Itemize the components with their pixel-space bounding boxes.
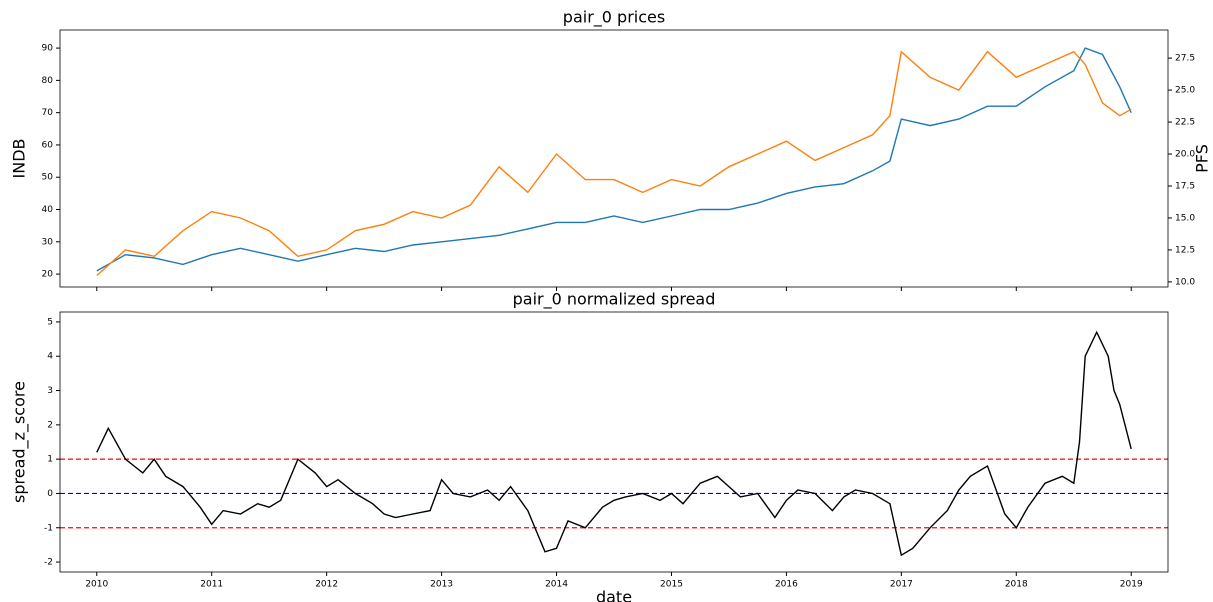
y-tick-label: 70 — [42, 108, 54, 118]
y2-tick-label: 12.5 — [1175, 245, 1195, 255]
x-tick-label: 2014 — [545, 580, 568, 590]
x-tick-label: 2017 — [890, 580, 913, 590]
series-line — [96, 47, 1132, 272]
y-axis-label: INDB — [10, 139, 29, 179]
x-axis-label: date — [596, 588, 632, 602]
x-tick-label: 2013 — [430, 580, 453, 590]
y2-tick-label: 20.0 — [1175, 150, 1195, 160]
y-tick-label: 3 — [47, 386, 53, 396]
series-line — [96, 330, 1132, 557]
plot-frame — [59, 311, 1169, 573]
y-tick-label: 2 — [47, 420, 53, 430]
y-tick-label: 4 — [47, 352, 53, 362]
y2-axis-label: PFS — [1193, 144, 1212, 173]
y2-tick-label: 27.5 — [1175, 54, 1195, 64]
y-tick-label: 40 — [42, 205, 54, 215]
x-tick-label: 2012 — [315, 580, 338, 590]
series-line — [96, 50, 1132, 277]
y-tick-label: 80 — [42, 76, 54, 86]
x-tick-label: 2018 — [1005, 580, 1028, 590]
x-tick-label: 2011 — [200, 580, 223, 590]
chart-title: pair_0 normalized spread — [513, 290, 716, 310]
y-tick-label: -1 — [44, 523, 53, 533]
y-tick-label: 0 — [47, 489, 53, 499]
x-tick-label: 2019 — [1120, 580, 1143, 590]
y2-tick-label: 17.5 — [1175, 181, 1195, 191]
y-tick-label: 60 — [42, 140, 54, 150]
y-tick-label: 20 — [42, 270, 54, 280]
chart-title: pair_0 prices — [563, 8, 665, 28]
x-tick-label: 2016 — [775, 580, 798, 590]
y2-tick-label: 22.5 — [1175, 118, 1195, 128]
x-tick-label: 2010 — [85, 580, 108, 590]
y2-tick-label: 25.0 — [1175, 86, 1195, 96]
x-tick-label: 2015 — [660, 580, 683, 590]
y-tick-label: -2 — [44, 558, 53, 568]
y-tick-label: 50 — [42, 173, 54, 183]
y-axis-label: spread_z_score — [10, 381, 30, 503]
y2-tick-label: 10.0 — [1175, 277, 1195, 287]
y2-tick-label: 15.0 — [1175, 213, 1195, 223]
y-tick-label: 1 — [47, 455, 53, 465]
y-tick-label: 30 — [42, 237, 54, 247]
y-tick-label: 5 — [47, 317, 53, 327]
y-tick-label: 90 — [42, 44, 54, 54]
plot-frame — [59, 29, 1169, 288]
